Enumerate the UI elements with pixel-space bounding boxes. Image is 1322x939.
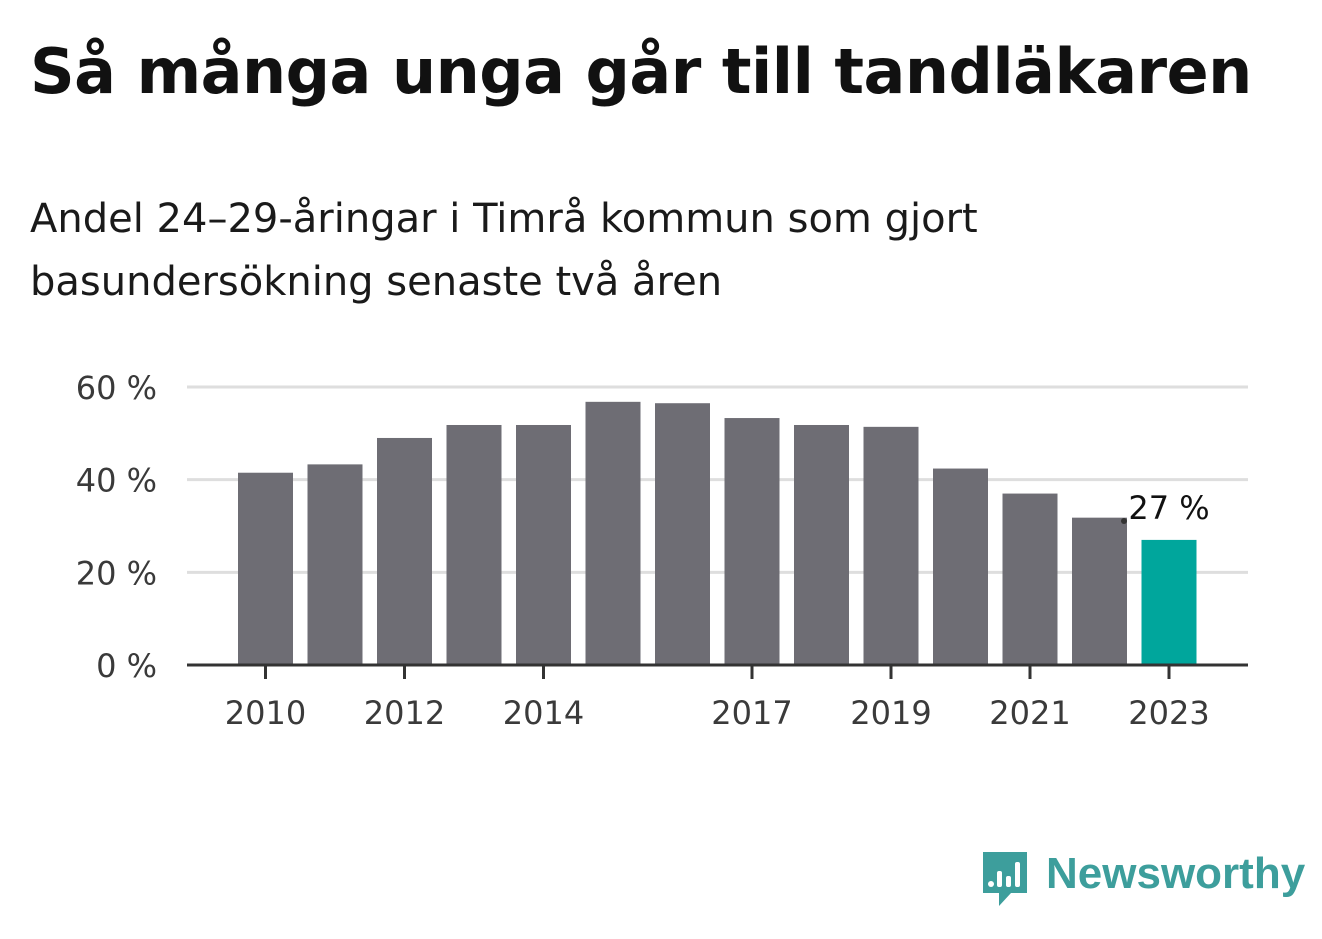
y-tick-label: 0 % xyxy=(96,647,157,685)
x-tick-label: 2021 xyxy=(989,694,1070,732)
bar-2023 xyxy=(1141,539,1197,665)
bar-2020 xyxy=(933,468,988,665)
bar-2014 xyxy=(516,424,571,665)
bar-2021 xyxy=(1002,493,1058,665)
x-tick-label: 2010 xyxy=(225,694,306,732)
bar-2022 xyxy=(1072,517,1127,665)
bar-2013 xyxy=(446,424,502,665)
bar-2019 xyxy=(863,426,919,665)
chart-title: Så många unga går till tandläkaren xyxy=(30,35,1252,108)
bar-2012 xyxy=(377,437,432,665)
bar-2011 xyxy=(307,464,363,665)
bar-2016 xyxy=(655,403,710,665)
y-tick-label: 40 % xyxy=(76,462,157,500)
x-tick-label: 2019 xyxy=(850,694,931,732)
bar-2010 xyxy=(238,472,293,665)
annotation-dot xyxy=(1121,518,1127,524)
newsworthy-logo-text: Newsworthy xyxy=(1046,849,1306,898)
x-tick-label: 2014 xyxy=(503,694,584,732)
chart-subtitle: Andel 24–29-åringar i Timrå kommun som g… xyxy=(30,196,978,305)
bar-2015 xyxy=(585,401,641,665)
newsworthy-logo: Newsworthy xyxy=(980,849,1305,909)
bar-chart: 0 % 20 % 40 % 60 % 2010 2012 2014 2017 2019 2021 2… xyxy=(76,369,1248,732)
annotation-label: 27 % xyxy=(1128,489,1209,527)
bar-2017 xyxy=(724,418,780,665)
y-tick-label: 60 % xyxy=(76,369,157,407)
x-tick-label: 2017 xyxy=(711,694,792,732)
x-tick-label: 2023 xyxy=(1128,694,1209,732)
newsworthy-logo-icon xyxy=(983,852,1027,906)
x-tick-label: 2012 xyxy=(364,694,445,732)
y-tick-label: 20 % xyxy=(76,554,157,592)
bar-2018 xyxy=(794,424,849,665)
